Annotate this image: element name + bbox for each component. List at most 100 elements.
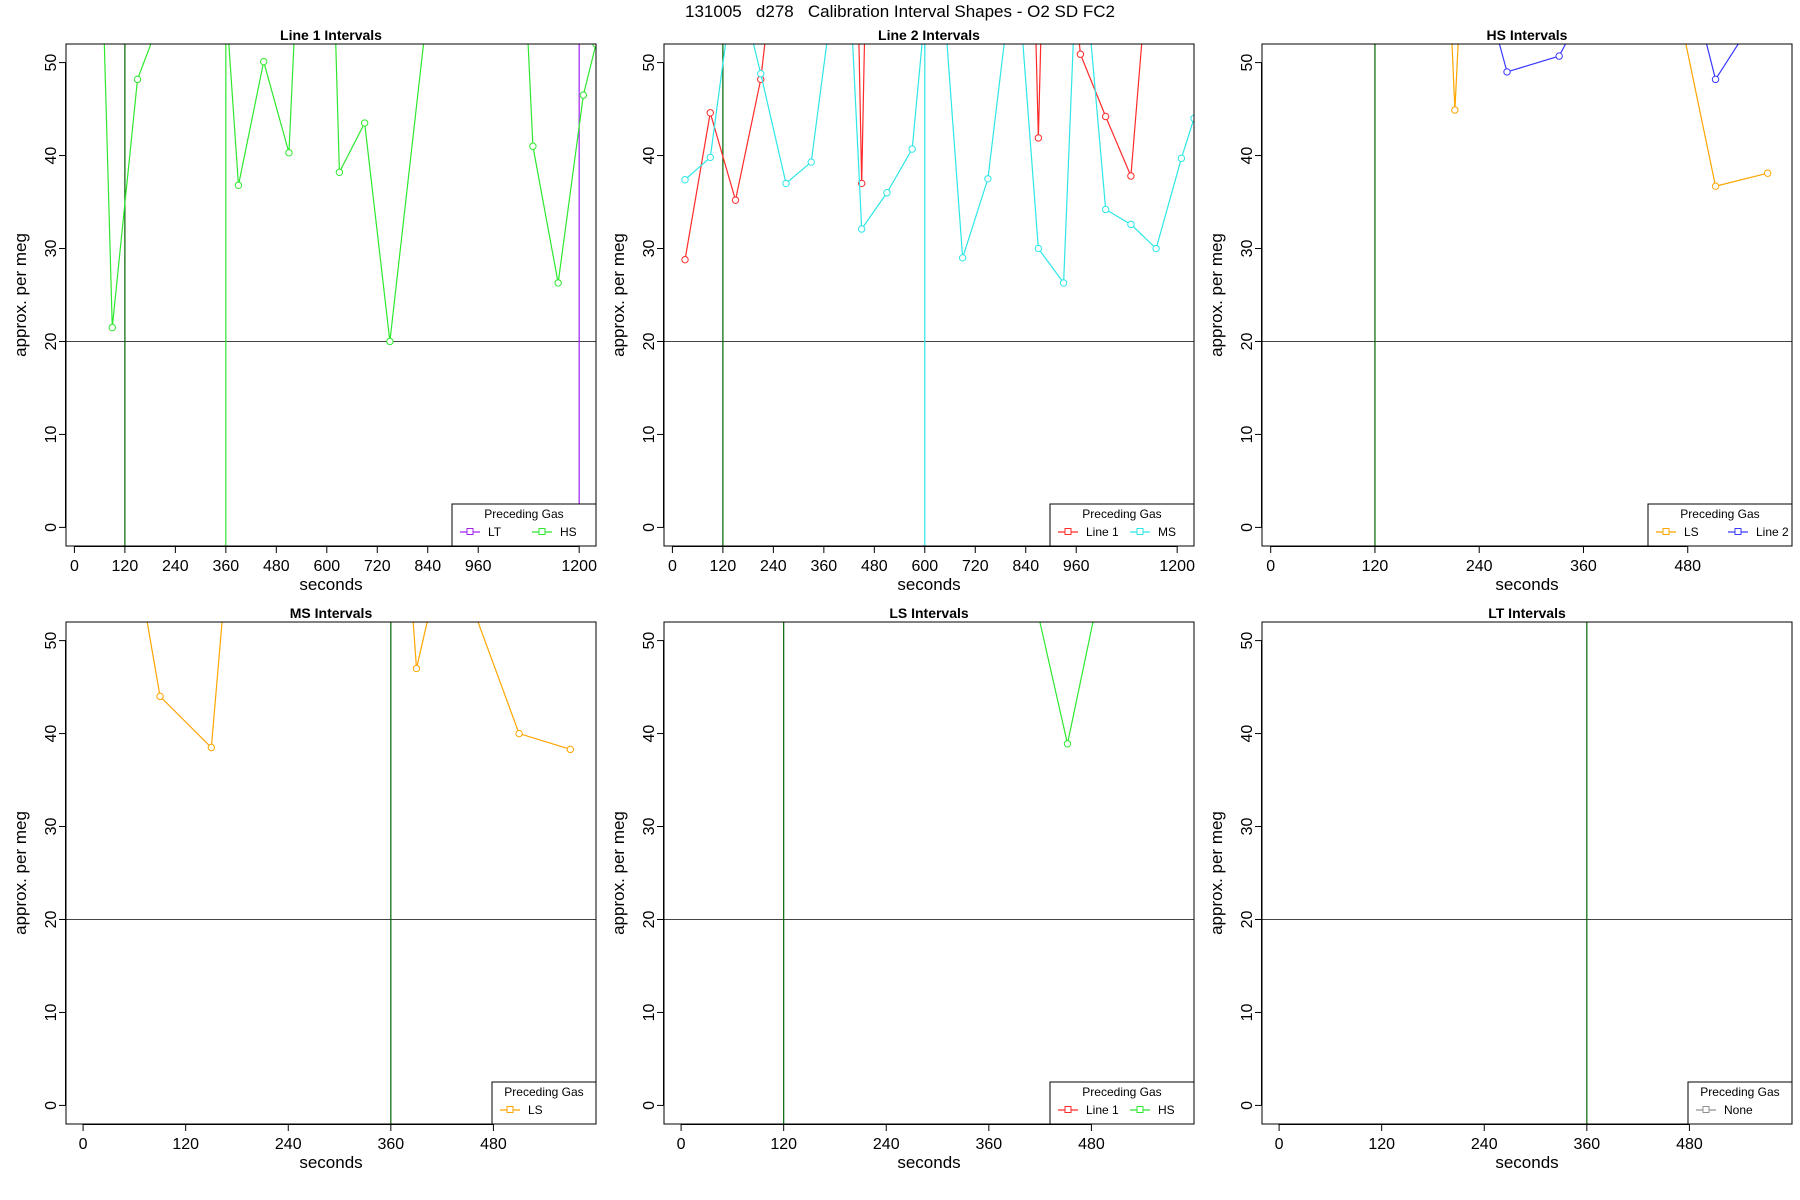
panel-title: LS Intervals [889, 605, 969, 621]
x-tick-label: 120 [770, 1136, 797, 1153]
legend-label: HS [560, 525, 577, 539]
legend-box [1687, 1081, 1793, 1125]
legend-label: Line 2 [1756, 525, 1789, 539]
y-tick-label: 0 [641, 523, 658, 532]
y-tick-label: 40 [1239, 725, 1256, 743]
panel-title: HS Intervals [1487, 27, 1568, 43]
legend-label: HS [1158, 1103, 1175, 1117]
data-point [1763, 169, 1772, 177]
x-tick-label: 0 [677, 1136, 686, 1153]
x-tick-label: 960 [1063, 558, 1090, 575]
legend-box [1049, 503, 1195, 547]
x-tick-label: 360 [1573, 1136, 1600, 1153]
data-point [908, 145, 916, 153]
x-axis-label: seconds [299, 1153, 362, 1172]
x-tick-label: 0 [70, 558, 79, 575]
legend-label: LS [1684, 525, 1699, 539]
plot-area [66, 622, 596, 1124]
x-tick-label: 720 [364, 558, 391, 575]
y-tick-label: 40 [1239, 147, 1256, 165]
legend-swatch-marker [1702, 1106, 1710, 1113]
legend-swatch-marker [466, 528, 474, 535]
x-tick-label: 0 [79, 1136, 88, 1153]
series-line [1705, 44, 1739, 81]
data-point [782, 179, 790, 188]
y-axis-label: approx. per meg [11, 811, 30, 935]
y-tick-label: 30 [43, 818, 60, 836]
data-point [1034, 134, 1043, 142]
plot-frame [1261, 621, 1793, 1125]
plot-frame [663, 43, 1195, 547]
series-line [1451, 44, 1459, 111]
legend-box [1647, 503, 1793, 547]
series-line [684, 44, 766, 260]
plot-area [664, 44, 1194, 546]
series-line [477, 622, 571, 750]
series-line [1039, 622, 1094, 744]
chart-panel: MS Intervals 0 120 240 360 480 0 10 20 30 40 50 seco… [11, 605, 597, 1172]
chart-panel: LT Intervals 0 120 240 360 480 0 10 20 30 40 50 seco… [1207, 605, 1793, 1172]
series-line [146, 622, 223, 749]
data-point [681, 255, 689, 264]
x-tick-label: 360 [975, 1136, 1002, 1153]
data-point [1034, 244, 1043, 253]
legend-swatch-marker [1064, 528, 1072, 535]
x-tick-label: 480 [1674, 558, 1701, 575]
data-point [1063, 740, 1072, 748]
y-tick-label: 0 [641, 1101, 658, 1110]
legend: Preceding Gas Line 1 MS [1049, 503, 1195, 547]
legend-title: Preceding Gas [484, 507, 563, 521]
series-line [1035, 44, 1042, 138]
y-tick-label: 40 [641, 147, 658, 165]
x-tick-label: 360 [377, 1136, 404, 1153]
y-tick-label: 40 [43, 147, 60, 165]
x-tick-label: 240 [275, 1136, 302, 1153]
data-point [757, 70, 765, 78]
legend-label: MS [1158, 525, 1176, 539]
legend-label: LS [528, 1103, 543, 1117]
y-tick-label: 50 [43, 632, 60, 650]
series-line [946, 44, 1005, 258]
data-point [681, 176, 689, 184]
data-point [207, 743, 216, 752]
x-axis-label: seconds [897, 575, 960, 594]
y-tick-label: 40 [641, 725, 658, 743]
x-tick-label: 1200 [561, 558, 597, 575]
data-point [554, 279, 562, 287]
y-tick-label: 30 [641, 818, 658, 836]
y-tick-label: 30 [1239, 818, 1256, 836]
data-point [857, 225, 866, 233]
x-tick-label: 480 [480, 1136, 507, 1153]
plot-frame [65, 621, 597, 1125]
chart-panel: LS Intervals 0 120 240 360 480 0 10 20 30 40 50 seco… [609, 605, 1195, 1172]
data-point [807, 158, 815, 166]
legend: Preceding Gas Line 1 HS [1049, 1081, 1195, 1125]
x-tick-label: 480 [1676, 1136, 1703, 1153]
y-tick-label: 50 [1239, 632, 1256, 650]
y-tick-label: 50 [43, 54, 60, 72]
x-tick-label: 600 [911, 558, 938, 575]
data-point [731, 196, 740, 204]
y-tick-label: 20 [1239, 910, 1256, 928]
x-tick-label: 360 [810, 558, 837, 575]
y-axis-label: approx. per meg [609, 233, 628, 357]
series-line [335, 44, 425, 342]
x-tick-label: 120 [172, 1136, 199, 1153]
x-tick-label: 1200 [1159, 558, 1195, 575]
x-tick-label: 240 [162, 558, 189, 575]
y-tick-label: 20 [641, 910, 658, 928]
series-line [1090, 44, 1194, 250]
legend-swatch-marker [538, 528, 546, 535]
legend-swatch-marker [1136, 1106, 1144, 1113]
plot-area [66, 44, 596, 546]
legend-swatch-marker [1734, 528, 1742, 535]
data-point [706, 153, 714, 162]
x-tick-label: 480 [263, 558, 290, 575]
legend-swatch-marker [1662, 528, 1670, 535]
y-tick-label: 50 [641, 632, 658, 650]
chart-panel: Line 1 Intervals 0 120 240 360 480 600 720 840 96… [11, 27, 597, 594]
x-axis-label: seconds [1495, 575, 1558, 594]
data-point [1555, 52, 1563, 60]
y-axis-label: approx. per meg [1207, 233, 1226, 357]
data-point [1101, 205, 1110, 214]
